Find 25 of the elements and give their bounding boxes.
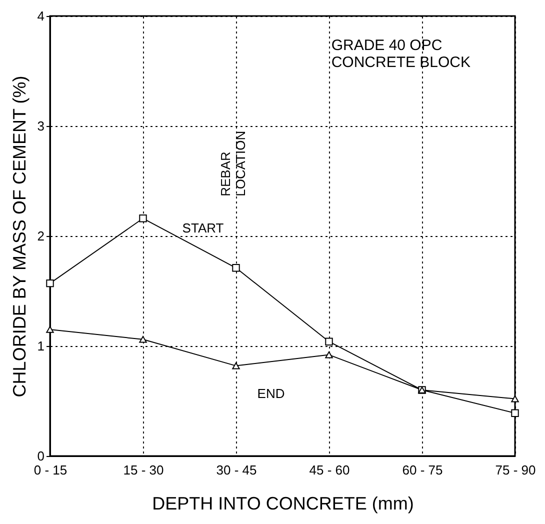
x-tick-label: 0 - 15 [34,462,68,478]
point [232,264,240,272]
annotation: GRADE 40 OPC CONCRETE BLOCK [331,37,471,71]
point [511,395,519,402]
x-axis-title: DEPTH INTO CONCRETE (mm) [152,494,414,514]
series-label: START [182,220,224,236]
point [139,214,147,222]
y-tick-label: 2 [37,228,44,244]
x-tick-label: 30 - 45 [216,462,257,478]
point [325,338,333,346]
x-tick-label: 45 - 60 [309,462,350,478]
point [139,336,147,343]
series-label: END [257,386,285,401]
y-tick-label: 4 [37,8,44,24]
point [325,351,333,358]
x-tick-label: 75 - 90 [495,462,536,478]
y-tick-label: 1 [37,338,44,354]
y-tick-label: 0 [37,448,44,464]
y-axis-title: CHLORIDE BY MASS OF CEMENT (%) [9,76,30,398]
point [46,279,54,288]
x-tick-label: 15 - 30 [123,462,164,478]
y-tick-label: 3 [37,118,44,134]
point [232,362,240,370]
x-tick-label: 60 - 75 [402,462,443,478]
point [511,409,519,417]
